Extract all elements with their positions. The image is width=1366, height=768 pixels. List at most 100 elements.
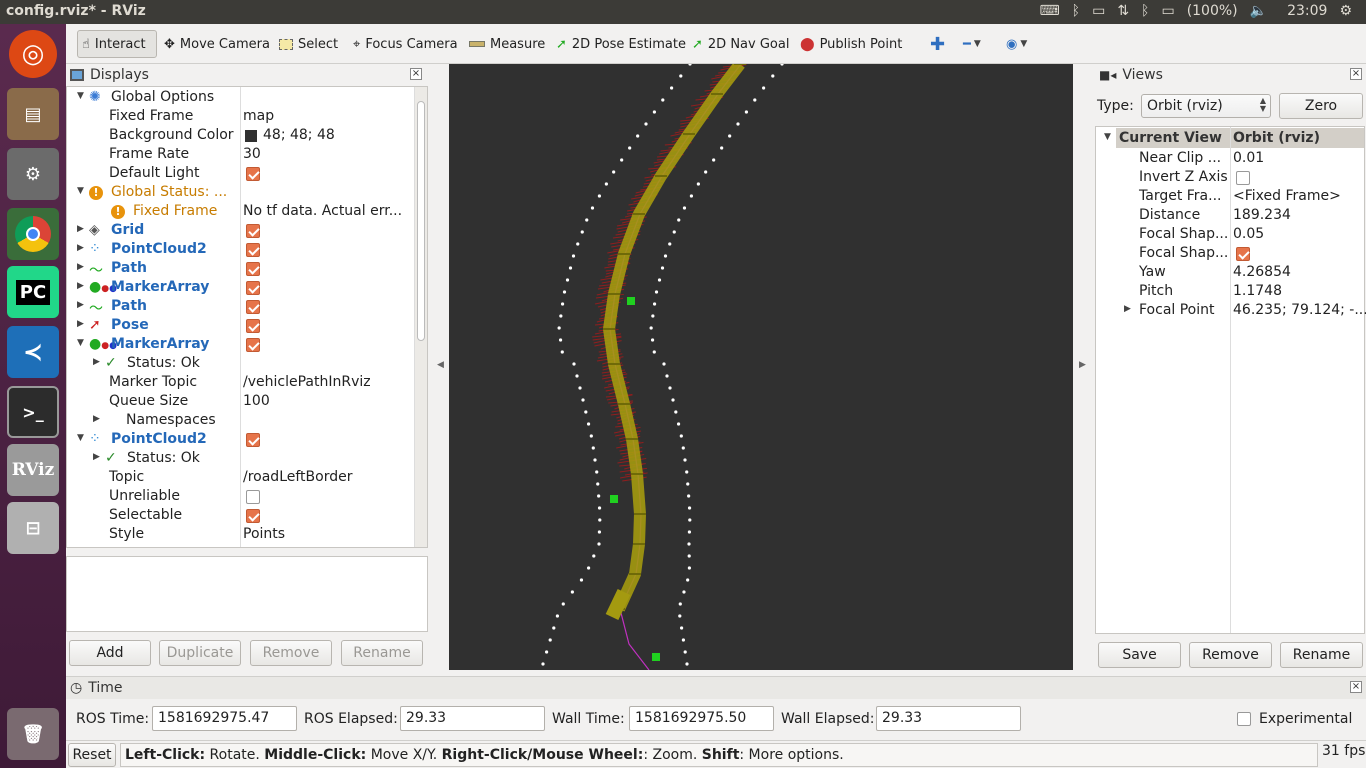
focus-camera-tool-button[interactable]: ⌖ Focus Camera — [349, 30, 462, 58]
view-property-value[interactable]: 0.01 — [1233, 150, 1264, 166]
display-row[interactable]: ▶ 〜 Path — [67, 259, 415, 278]
display-row[interactable]: Queue Size 100 — [67, 392, 415, 411]
expand-arrow-icon[interactable]: ▶ — [77, 243, 84, 253]
interact-tool-button[interactable]: ☝ Interact — [77, 30, 157, 58]
display-row[interactable]: ▶ ➚ Pose — [67, 316, 415, 335]
scrollbar[interactable] — [414, 87, 427, 547]
keyboard-layout-icon[interactable]: ▭ — [1092, 3, 1105, 19]
wall-elapsed-field[interactable]: 29.33 — [876, 706, 1021, 731]
expand-arrow-icon[interactable]: ▶ — [93, 357, 100, 367]
trash-icon[interactable]: 🗑 — [7, 708, 59, 760]
settings-gear-icon[interactable]: ⚙ — [1339, 3, 1352, 19]
keyboard-icon[interactable]: ⌨ — [1039, 3, 1059, 19]
display-row-checkbox[interactable] — [246, 338, 260, 352]
rename-view-button[interactable]: Rename — [1280, 642, 1363, 668]
close-icon-3[interactable]: × — [1350, 681, 1362, 693]
display-row[interactable]: ▶ ✓ Status: Ok — [67, 354, 415, 373]
display-row-value[interactable]: /vehiclePathInRviz — [243, 374, 371, 390]
display-row[interactable]: ▶ ◈ Grid — [67, 221, 415, 240]
bluetooth-icon-2[interactable]: ᛒ — [1141, 3, 1149, 19]
bluetooth-icon[interactable]: ᛒ — [1072, 3, 1080, 19]
display-row[interactable]: Marker Topic/vehiclePathInRviz — [67, 373, 415, 392]
view-property-row[interactable]: Focal Shap... — [1096, 244, 1364, 263]
display-row[interactable]: Background Color 48; 48; 48 — [67, 126, 415, 145]
collapse-right-icon[interactable]: ▶ — [1079, 360, 1086, 370]
remove-tool-button[interactable]: ━ ▼ — [959, 30, 985, 58]
network-icon[interactable]: ⇅ — [1117, 3, 1129, 19]
expand-arrow-icon[interactable]: ▶ — [93, 414, 100, 424]
rviz-icon[interactable]: RViz — [7, 444, 59, 496]
expand-arrow-icon[interactable]: ▼ — [77, 186, 84, 196]
display-row[interactable]: Selectable — [67, 506, 415, 525]
display-row[interactable]: ▼! Global Status: ... — [67, 183, 415, 202]
display-row[interactable]: ▶ ✓ Status: Ok — [67, 449, 415, 468]
battery-icon[interactable]: ▭ — [1161, 3, 1174, 19]
view-property-row[interactable]: Near Clip ... 0.01 — [1096, 149, 1364, 168]
ros-elapsed-field[interactable]: 29.33 — [400, 706, 545, 731]
pycharm-icon[interactable]: PC — [7, 266, 59, 318]
ubuntu-logo-icon[interactable]: ◎ — [9, 30, 57, 78]
display-row[interactable]: ! Fixed Frame No tf data. Actual err... — [67, 202, 415, 221]
view-property-row[interactable]: Invert Z Axis — [1096, 168, 1364, 187]
save-view-button[interactable]: Save — [1098, 642, 1181, 668]
add-display-button[interactable]: Add — [69, 640, 151, 666]
view-property-row[interactable]: Focal Shap... 0.05 — [1096, 225, 1364, 244]
expand-arrow-icon[interactable]: ▶ — [1124, 304, 1131, 314]
view-property-row[interactable]: Target Fra... <Fixed Frame> — [1096, 187, 1364, 206]
color-swatch[interactable] — [245, 130, 257, 142]
expand-arrow-icon[interactable]: ▼ — [1104, 132, 1111, 142]
display-row-checkbox[interactable] — [246, 433, 260, 447]
display-row[interactable]: ▶ 〜 Path — [67, 297, 415, 316]
view-tool-button[interactable]: ◉ ▼ — [1002, 30, 1031, 58]
display-row[interactable]: Frame Rate 30 — [67, 145, 415, 164]
view-property-checkbox[interactable] — [1236, 247, 1250, 261]
display-row-value[interactable]: No tf data. Actual err... — [243, 203, 402, 219]
display-row-value[interactable]: 30 — [243, 146, 261, 162]
pose-estimate-tool-button[interactable]: ➚ 2D Pose Estimate — [552, 30, 690, 58]
view-property-value[interactable]: 4.26854 — [1233, 264, 1291, 280]
remove-view-button[interactable]: Remove — [1189, 642, 1272, 668]
expand-arrow-icon[interactable]: ▶ — [77, 281, 84, 291]
display-row-checkbox[interactable] — [246, 243, 260, 257]
expand-arrow-icon[interactable]: ▶ — [77, 262, 84, 272]
reset-button[interactable]: Reset — [68, 743, 116, 767]
vscode-icon[interactable]: ≺ — [7, 326, 59, 378]
display-row[interactable]: Fixed Frame map — [67, 107, 415, 126]
duplicate-display-button[interactable]: Duplicate — [159, 640, 241, 666]
close-icon-2[interactable]: × — [1350, 68, 1362, 80]
move-camera-tool-button[interactable]: ✥ Move Camera — [160, 30, 274, 58]
display-row-checkbox[interactable] — [246, 319, 260, 333]
view-property-value[interactable]: 46.235; 79.124; -... — [1233, 302, 1366, 318]
display-row-checkbox[interactable] — [246, 167, 260, 181]
display-row-checkbox[interactable] — [246, 281, 260, 295]
wall-time-field[interactable]: 1581692975.50 — [629, 706, 774, 731]
ros-time-field[interactable]: 1581692975.47 — [152, 706, 297, 731]
chrome-icon[interactable] — [7, 208, 59, 260]
view-property-row[interactable]: ▶ Focal Point 46.235; 79.124; -... — [1096, 301, 1364, 320]
display-row[interactable]: Style Points — [67, 525, 415, 544]
volume-icon[interactable]: 🔈 — [1250, 3, 1267, 19]
display-row-checkbox[interactable] — [246, 509, 260, 523]
expand-arrow-icon[interactable]: ▶ — [77, 300, 84, 310]
collapse-left-icon[interactable]: ◀ — [437, 360, 444, 370]
terminal-icon[interactable]: >_ — [7, 386, 59, 438]
files-icon[interactable]: ▤ — [7, 88, 59, 140]
system-settings-icon[interactable]: ⚙ — [7, 148, 59, 200]
expand-arrow-icon[interactable]: ▶ — [93, 452, 100, 462]
measure-tool-button[interactable]: Measure — [465, 30, 549, 58]
display-row[interactable]: ▶ ⁘ PointCloud2 — [67, 240, 415, 259]
display-row-value[interactable]: map — [243, 108, 274, 124]
select-tool-button[interactable]: Select — [275, 30, 342, 58]
display-row-checkbox[interactable] — [246, 300, 260, 314]
expand-arrow-icon[interactable]: ▼ — [77, 338, 84, 348]
expand-arrow-icon[interactable]: ▶ — [77, 224, 84, 234]
display-row-checkbox[interactable] — [246, 224, 260, 238]
display-row-checkbox[interactable] — [246, 262, 260, 276]
view-property-value[interactable]: 1.1748 — [1233, 283, 1282, 299]
remove-display-button[interactable]: Remove — [250, 640, 332, 666]
nav-goal-tool-button[interactable]: ➚ 2D Nav Goal — [688, 30, 793, 58]
add-tool-button[interactable]: ✚ — [926, 30, 949, 58]
close-icon[interactable]: × — [410, 68, 422, 80]
view-property-row[interactable]: Pitch 1.1748 — [1096, 282, 1364, 301]
scrollbar-thumb[interactable] — [417, 101, 425, 341]
